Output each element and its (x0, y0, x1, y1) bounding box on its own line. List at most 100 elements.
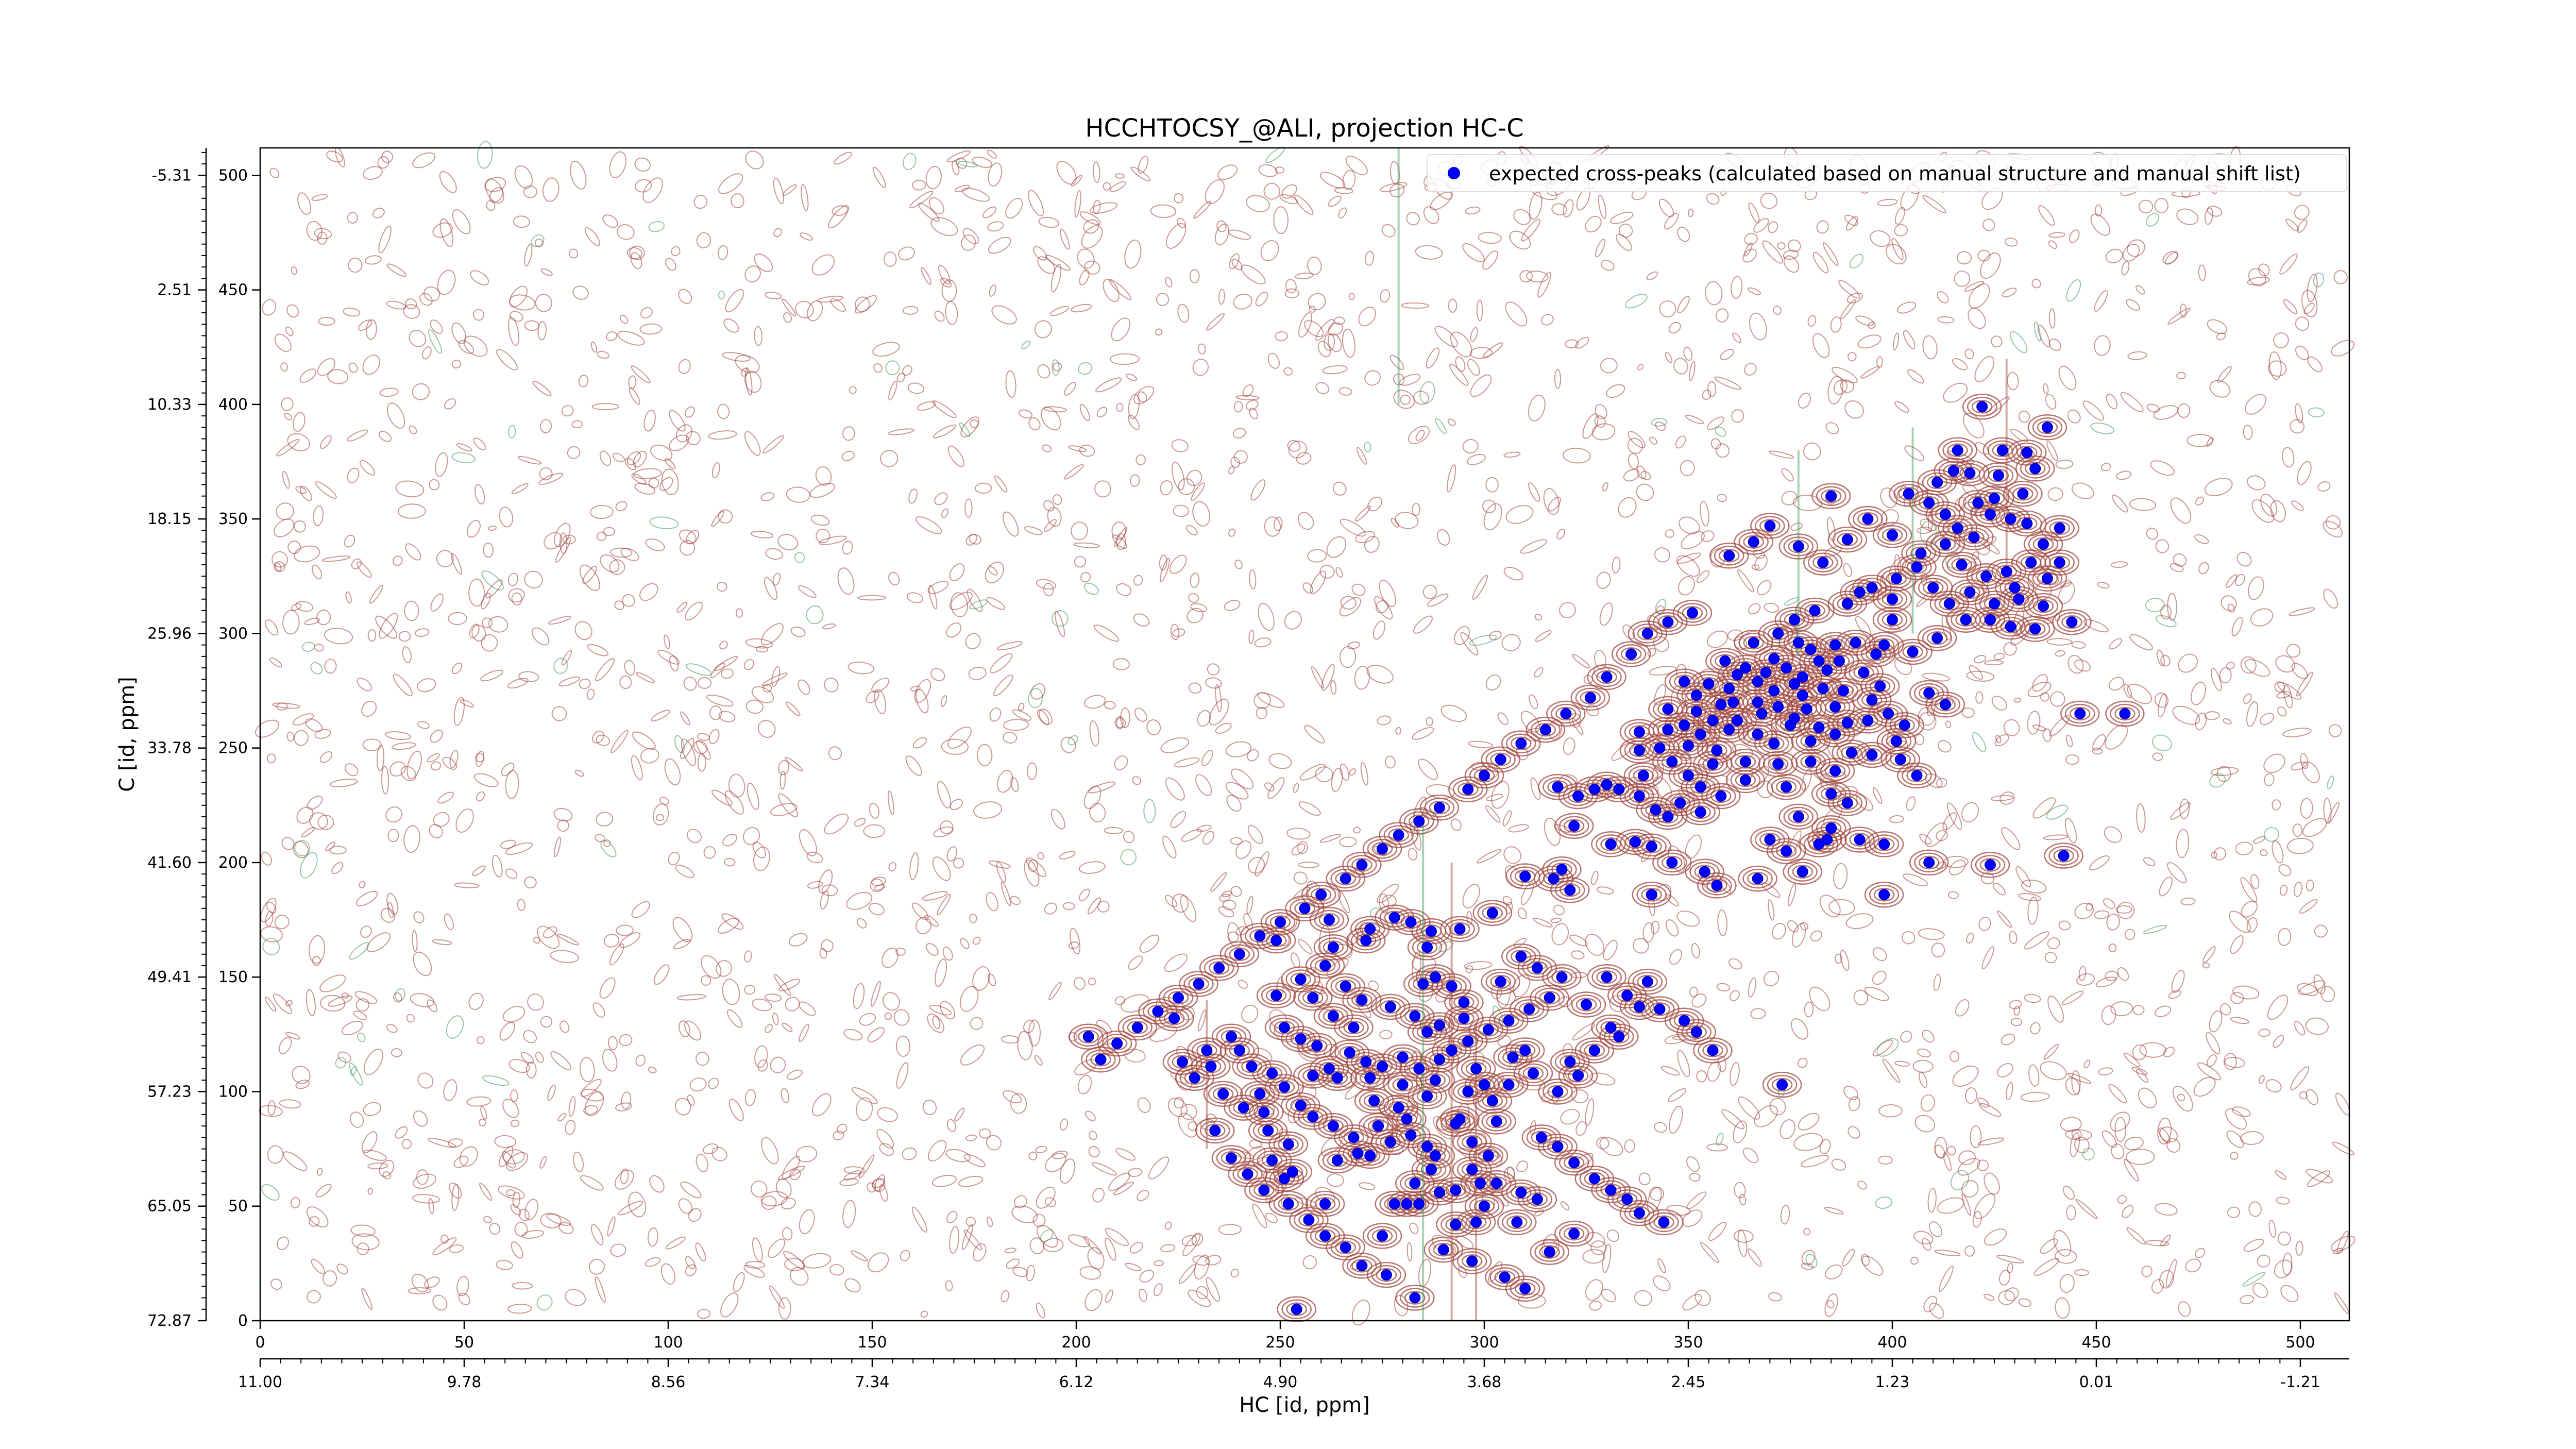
noise-contour (1964, 1245, 1975, 1257)
noise-contour (423, 286, 440, 301)
noise-contour (678, 1198, 692, 1214)
noise-contour (1364, 536, 1380, 553)
noise-contour (970, 419, 979, 428)
noise-contour (609, 943, 624, 966)
noise-contour (1628, 431, 1646, 448)
noise-contour (2013, 1005, 2021, 1016)
noise-contour (355, 890, 378, 906)
noise-contour (2122, 1205, 2134, 1218)
noise-contour (389, 761, 406, 777)
noise-contour (469, 624, 480, 638)
noise-contour (1654, 1122, 1667, 1133)
noise-contour (1977, 1137, 2005, 1145)
noise-contour (474, 484, 485, 504)
noise-contour (2042, 728, 2052, 742)
cross-peak-marker (1503, 1015, 1515, 1026)
noise-contour (2210, 668, 2222, 692)
noise-contour (558, 676, 581, 687)
noise-contour (1793, 1133, 1823, 1151)
cross-peak-marker (1621, 1193, 1633, 1205)
noise-contour (744, 950, 752, 963)
noise-contour (1999, 791, 2015, 805)
peak-contour (1947, 443, 1968, 458)
noise-contour (696, 740, 711, 760)
noise-contour (849, 386, 857, 394)
noise-contour (1029, 1237, 1045, 1255)
noise-contour (2123, 1159, 2139, 1182)
noise-contour (2055, 1297, 2070, 1319)
noise-contour (1937, 1197, 1964, 1214)
cross-peak-marker (1462, 783, 1474, 795)
noise-contour (596, 531, 607, 541)
noise-contour (411, 1273, 429, 1292)
noise-contour (1188, 1289, 1211, 1307)
noise-contour (510, 1089, 518, 1102)
noise-contour (918, 203, 940, 222)
noise-contour (1516, 1160, 1529, 1172)
noise-contour (603, 934, 620, 948)
noise-contour (921, 267, 932, 285)
noise-contour (2258, 1029, 2271, 1037)
cross-peak-marker (1486, 1095, 1498, 1107)
noise-contour (720, 1292, 739, 1318)
noise-contour (560, 532, 568, 554)
noise-contour (2038, 205, 2055, 226)
cross-peak-marker (1564, 1056, 1576, 1068)
noise-contour (1355, 531, 1375, 544)
cross-peak-marker (1646, 889, 1657, 901)
noise-contour (484, 177, 506, 192)
noise-contour (962, 188, 990, 202)
cross-peak-marker (1841, 717, 1853, 729)
y-tick-label: 0 (238, 1312, 248, 1330)
noise-contour (2001, 827, 2021, 850)
noise-contour (1541, 314, 1554, 326)
noise-contour (1089, 720, 1099, 747)
noise-contour (1659, 300, 1676, 317)
noise-contour (1379, 893, 1389, 914)
noise-contour (1977, 1097, 1990, 1108)
cross-peak-marker (1450, 1118, 1462, 1130)
noise-contour (1393, 373, 1405, 385)
noise-contour (1379, 579, 1396, 608)
noise-contour (1080, 572, 1091, 583)
peak-contour (2037, 571, 2058, 585)
noise-contour (1910, 1256, 1919, 1265)
noise-contour (965, 1134, 977, 1141)
noise-contour (685, 601, 703, 621)
peak-contour (1946, 554, 1977, 575)
noise-contour (571, 420, 583, 429)
cross-peak-marker (1372, 1120, 1384, 1132)
noise-contour (1563, 737, 1575, 755)
noise-contour (395, 480, 425, 498)
noise-contour (479, 1118, 486, 1127)
cross-peak-marker (1307, 1070, 1319, 1082)
noise-contour (2217, 366, 2232, 383)
peak-contour (1995, 616, 2026, 637)
noise-contour (2094, 335, 2111, 356)
noise-contour (1675, 435, 1686, 449)
noise-contour (1681, 531, 1705, 549)
noise-contour (959, 422, 971, 437)
noise-contour (744, 431, 761, 456)
peak-contour (1811, 483, 1851, 509)
noise-contour (1128, 955, 1143, 970)
noise-contour (2299, 899, 2318, 914)
noise-contour (1730, 1062, 1740, 1086)
noise-contour (1215, 684, 1222, 713)
noise-contour (1026, 1265, 1035, 1282)
noise-contour (314, 643, 324, 652)
cross-peak-marker (1515, 951, 1527, 963)
noise-contour (1078, 362, 1093, 375)
noise-contour (1227, 922, 1242, 948)
noise-contour (2065, 1129, 2092, 1141)
noise-contour (1233, 293, 1252, 310)
noise-contour (379, 1159, 395, 1177)
noise-contour (2027, 897, 2039, 925)
noise-contour (1385, 755, 1396, 769)
noise-contour (2034, 322, 2041, 342)
noise-contour (602, 1049, 618, 1072)
noise-contour (777, 534, 799, 551)
noise-contour (1128, 414, 1140, 430)
noise-contour (679, 540, 696, 556)
cross-peak-marker (1690, 1026, 1702, 1038)
